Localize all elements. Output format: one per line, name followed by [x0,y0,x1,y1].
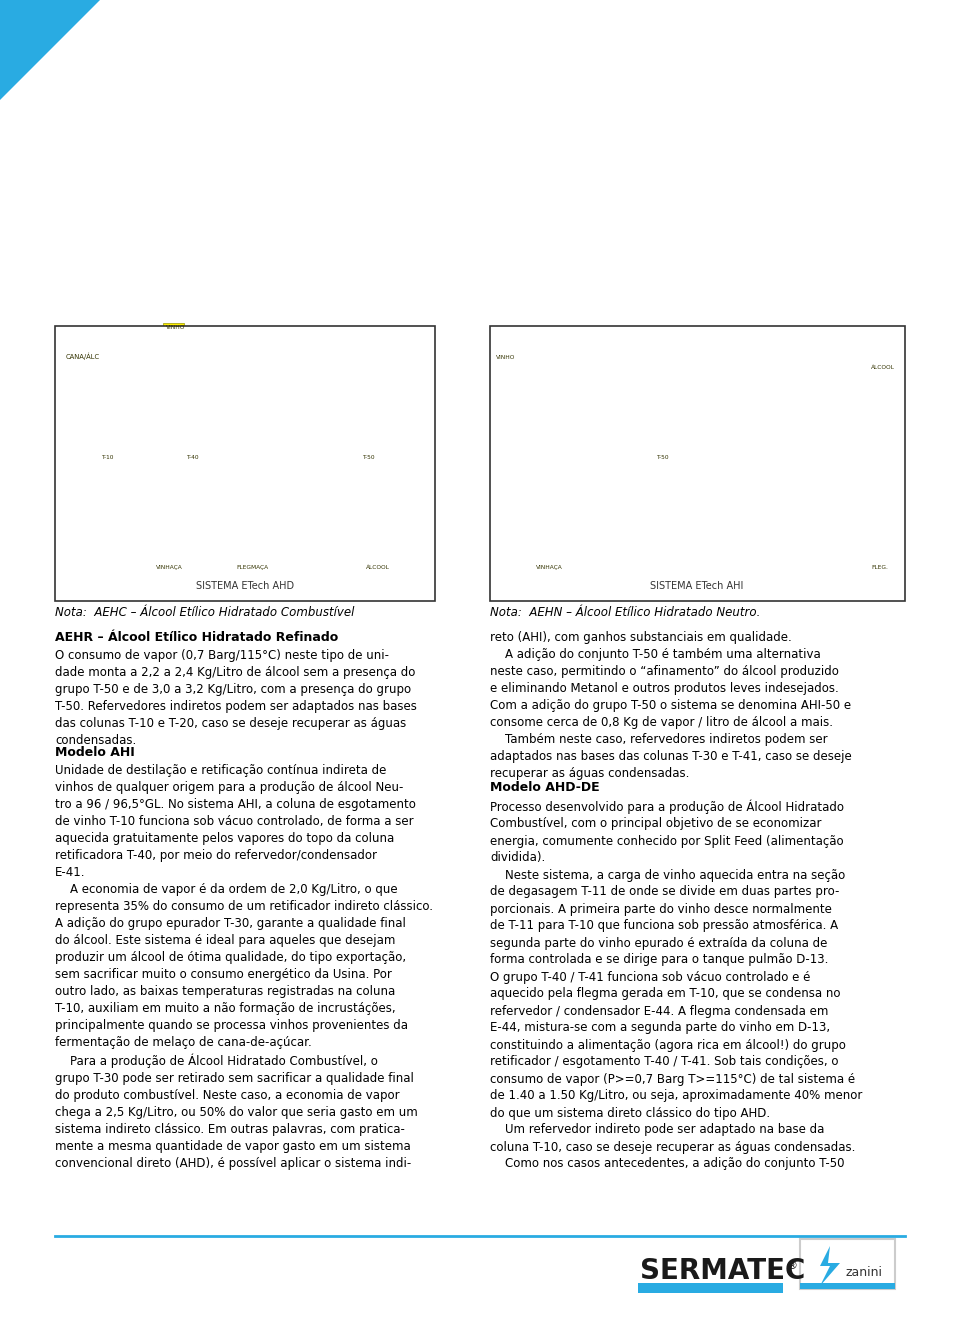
Text: Unidade de destilação e retificação contínua indireta de
vinhos de qualquer orig: Unidade de destilação e retificação cont… [55,764,433,1170]
FancyBboxPatch shape [363,563,387,574]
FancyBboxPatch shape [265,421,280,461]
Text: ®: ® [787,1260,798,1271]
FancyBboxPatch shape [868,563,889,574]
Text: SERMATEC: SERMATEC [640,1256,805,1284]
FancyBboxPatch shape [370,401,392,520]
FancyBboxPatch shape [660,391,680,520]
FancyBboxPatch shape [105,381,127,520]
Text: SISTEMA ETech AHD: SISTEMA ETech AHD [196,582,294,591]
Text: CANA/ÁLC: CANA/ÁLC [66,353,100,359]
Text: AEHR – Álcool Etílico Hidratado Refinado: AEHR – Álcool Etílico Hidratado Refinado [55,631,338,644]
FancyBboxPatch shape [98,453,115,465]
FancyBboxPatch shape [490,326,905,602]
Text: FLEG.: FLEG. [871,564,888,570]
FancyBboxPatch shape [875,381,895,531]
Text: ÁLCOOL: ÁLCOOL [366,564,390,570]
Text: T-40: T-40 [186,455,199,461]
FancyBboxPatch shape [55,326,435,602]
Text: FLEGMAÇA: FLEGMAÇA [236,564,268,570]
Text: Nota:  AEHN – Álcool Etílico Hidratado Neutro.: Nota: AEHN – Álcool Etílico Hidratado Ne… [490,606,760,619]
FancyBboxPatch shape [653,453,670,465]
FancyBboxPatch shape [493,353,514,363]
Text: VINHAÇA: VINHAÇA [536,564,563,570]
FancyBboxPatch shape [145,411,165,471]
FancyBboxPatch shape [868,363,892,374]
FancyBboxPatch shape [800,1239,895,1288]
FancyBboxPatch shape [535,381,555,531]
Text: T-50: T-50 [656,455,668,461]
FancyBboxPatch shape [255,333,310,351]
Text: VINHAÇA: VINHAÇA [156,564,182,570]
Text: ÁLCOOL: ÁLCOOL [871,365,895,370]
Text: reto (AHI), com ganhos substanciais em qualidade.
    A adição do conjunto T-50 : reto (AHI), com ganhos substanciais em q… [490,631,852,780]
FancyBboxPatch shape [800,1283,895,1288]
FancyBboxPatch shape [533,563,560,574]
Text: zanini: zanini [845,1266,882,1279]
Text: Processo desenvolvido para a produção de Álcool Hidratado
Combustível, com o pri: Processo desenvolvido para a produção de… [490,799,862,1170]
Text: VINHO: VINHO [496,355,516,359]
FancyBboxPatch shape [183,453,201,465]
FancyBboxPatch shape [359,453,376,465]
Text: SISTEMA ETech AHI: SISTEMA ETech AHI [650,582,744,591]
FancyBboxPatch shape [638,1283,783,1292]
Text: Modelo AHI: Modelo AHI [55,745,134,759]
FancyBboxPatch shape [205,381,227,520]
FancyBboxPatch shape [315,327,360,343]
Text: VINHO: VINHO [166,325,185,330]
FancyBboxPatch shape [233,563,263,574]
FancyBboxPatch shape [153,563,180,574]
FancyBboxPatch shape [163,323,183,334]
Polygon shape [0,0,100,100]
Text: Modelo AHD-DE: Modelo AHD-DE [490,781,600,795]
Text: O consumo de vapor (0,7 Barg/115°C) neste tipo de uni-
dade monta a 2,2 a 2,4 Kg: O consumo de vapor (0,7 Barg/115°C) nest… [55,650,417,747]
Text: Nota:  AEHC – Álcool Etílico Hidratado Combustível: Nota: AEHC – Álcool Etílico Hidratado Co… [55,606,354,619]
Polygon shape [820,1246,840,1286]
FancyBboxPatch shape [730,421,750,520]
FancyBboxPatch shape [63,351,98,363]
Text: T-50: T-50 [362,455,374,461]
Text: T-10: T-10 [101,455,113,461]
FancyBboxPatch shape [195,333,250,351]
